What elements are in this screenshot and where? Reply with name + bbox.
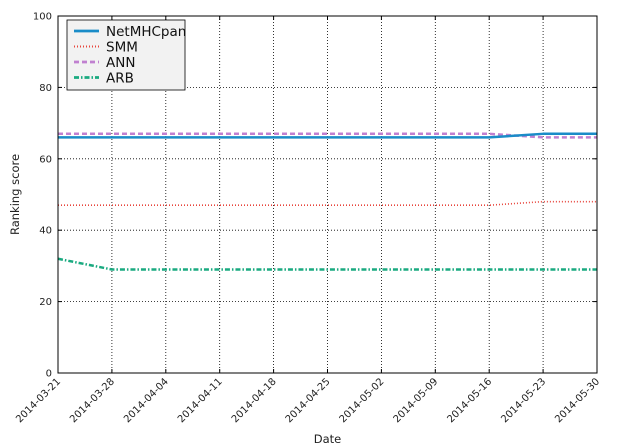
x-tick-label: 2014-05-30 xyxy=(553,376,602,425)
x-tick-label: 2014-04-18 xyxy=(230,376,279,425)
x-axis-label: Date xyxy=(314,432,342,446)
x-tick-label: 2014-04-11 xyxy=(176,376,225,425)
x-tick-label: 2014-04-04 xyxy=(122,376,171,425)
x-tick-label: 2014-05-23 xyxy=(499,376,548,425)
x-tick-label: 2014-04-25 xyxy=(284,376,333,425)
x-tick-label: 2014-05-02 xyxy=(338,376,387,425)
y-tick-label: 40 xyxy=(39,226,52,237)
series-line-arb xyxy=(57,257,597,271)
series-line-netmhcpan xyxy=(58,132,597,139)
y-axis-ticks: 0 20 40 60 80 100 xyxy=(33,12,597,380)
legend-label: SMM xyxy=(106,40,138,56)
x-tick-label: 2014-03-28 xyxy=(68,376,117,425)
x-tick-label: 2014-05-09 xyxy=(392,376,441,425)
y-tick-label: 100 xyxy=(33,12,52,23)
x-tick-label: 2014-05-16 xyxy=(445,376,494,425)
y-tick-label: 20 xyxy=(39,297,52,308)
legend-label: ANN xyxy=(106,55,135,71)
x-tick-label: 2014-03-21 xyxy=(14,376,63,425)
y-axis-label: Ranking score xyxy=(8,154,22,235)
legend-label: ARB xyxy=(106,71,134,87)
series-lines xyxy=(57,132,597,271)
y-tick-label: 60 xyxy=(39,154,52,165)
y-tick-label: 80 xyxy=(39,83,52,94)
y-tick-label: 0 xyxy=(46,369,52,380)
legend-label: NetMHCpan xyxy=(106,24,186,40)
